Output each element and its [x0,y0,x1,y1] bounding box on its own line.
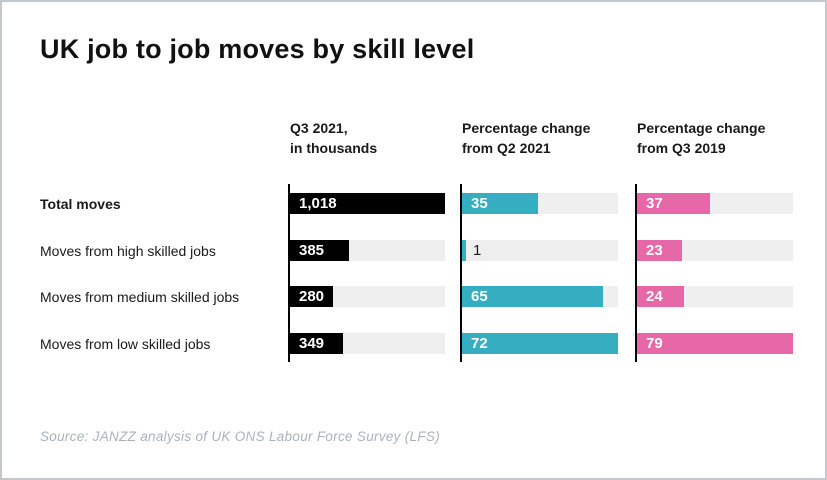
bar-value-label: 37 [646,195,663,212]
bar-value-label: 35 [471,195,488,212]
bar-value-label: 385 [299,242,325,259]
column-header-line: Percentage change [637,120,766,136]
bar-value-label: 23 [646,242,663,259]
bar-track: 65 [462,286,618,307]
bar-fill [637,240,682,261]
bar-value-label: 72 [471,335,488,352]
column-header-line: from Q3 2019 [637,140,726,156]
bar-track: 23 [637,240,793,261]
bar-column-change-q3-2019: 37 23 24 79 [635,184,793,362]
chart-title: UK job to job moves by skill level [40,34,475,64]
bar-fill [290,193,445,214]
column-header-change-q3-2019: Percentage change from Q3 2019 [637,118,812,158]
source-note: Source: JANZZ analysis of UK ONS Labour … [40,429,441,444]
bar-fill [462,193,538,214]
bar-fill [462,286,603,307]
row-label-low-skilled: Moves from low skilled jobs [40,335,211,352]
bar-value-label: 79 [646,335,663,352]
bar-fill [462,333,618,354]
column-header-q3-2021: Q3 2021, in thousands [290,118,465,158]
row-label-high-skilled: Moves from high skilled jobs [40,242,216,259]
bar-fill [290,333,343,354]
bar-track: 35 [462,193,618,214]
bar-value-label: 280 [299,288,325,305]
bar-track: 72 [462,333,618,354]
column-header-line: Percentage change [462,120,591,136]
bar-track: 79 [637,333,793,354]
bar-fill [637,333,793,354]
bar-track: 385 [290,240,445,261]
bar-fill [290,286,333,307]
column-header-change-q2-2021: Percentage change from Q2 2021 [462,118,637,158]
bar-value-label: 1 [473,242,482,259]
bar-track: 280 [290,286,445,307]
column-header-line: in thousands [290,140,378,156]
bar-fill [637,193,710,214]
column-header-line: from Q2 2021 [462,140,551,156]
bar-fill [637,286,684,307]
row-label-medium-skilled: Moves from medium skilled jobs [40,288,240,305]
bar-fill [290,240,349,261]
bar-track: 37 [637,193,793,214]
column-header-line: Q3 2021, [290,120,348,136]
bar-value-label: 24 [646,288,663,305]
bar-track: 349 [290,333,445,354]
bar-column-change-q2-2021: 35 1 65 72 [460,184,618,362]
bar-value-label: 1,018 [299,195,337,212]
bar-value-label: 349 [299,335,325,352]
bar-track: 24 [637,286,793,307]
bar-track: 1,018 [290,193,445,214]
bar-column-q3-2021: 1,018 385 280 349 [288,184,445,362]
bar-track: 1 [462,240,618,261]
bar-value-label: 65 [471,288,488,305]
row-label-total-moves: Total moves [40,195,121,212]
bar-fill [462,240,466,261]
